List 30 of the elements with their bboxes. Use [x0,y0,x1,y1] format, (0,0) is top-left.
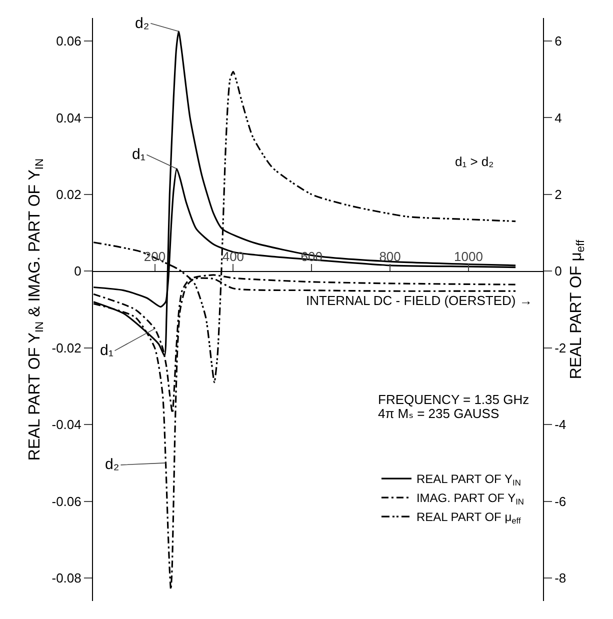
y2-tick-label: -4 [554,417,566,432]
y-tick-label: 0.06 [56,34,82,49]
y-tick-label: -0.02 [52,340,82,356]
x-tick-label: 800 [379,249,401,264]
annotation: d₁ [132,146,146,163]
y2-tick-label: 2 [554,186,562,202]
legend-label: IMAG. PART OF Y$_{IN}$ [416,491,524,507]
y-tick-label: -0.06 [52,494,82,509]
y2-tick-label: -8 [554,570,566,586]
y-tick-label: 0 [74,264,82,279]
y2-tick-label: -2 [554,340,566,356]
x-axis-title: INTERNAL DC - FIELD (OERSTED) → [306,293,532,308]
x-tick-label: 1000 [454,249,483,264]
y-tick-label: 0.04 [56,110,82,126]
y-tick-label: -0.08 [52,570,82,586]
y2-tick-label: 4 [554,110,562,126]
y2-tick-label: 6 [554,34,562,49]
y-tick-label: -0.04 [52,417,82,432]
legend-label: REAL PART OF μ$_{eff}$ [416,510,522,526]
y-tick-label: 0.02 [56,186,82,202]
legend-label: REAL PART OF Y$_{IN}$ [416,472,521,488]
annotation: d₂ [135,15,150,32]
annotation: d₂ [105,456,120,473]
y2-tick-label: -6 [554,494,566,509]
x-tick-label: 400 [222,249,244,264]
y2-tick-label: 0 [554,264,562,279]
annotation: d₁ > d₂ [455,154,494,169]
annotation: FREQUENCY = 1.35 GHz [378,392,530,407]
annotation: 4π Mₛ = 235 GAUSS [378,406,500,421]
annotation: d₁ [100,342,114,359]
